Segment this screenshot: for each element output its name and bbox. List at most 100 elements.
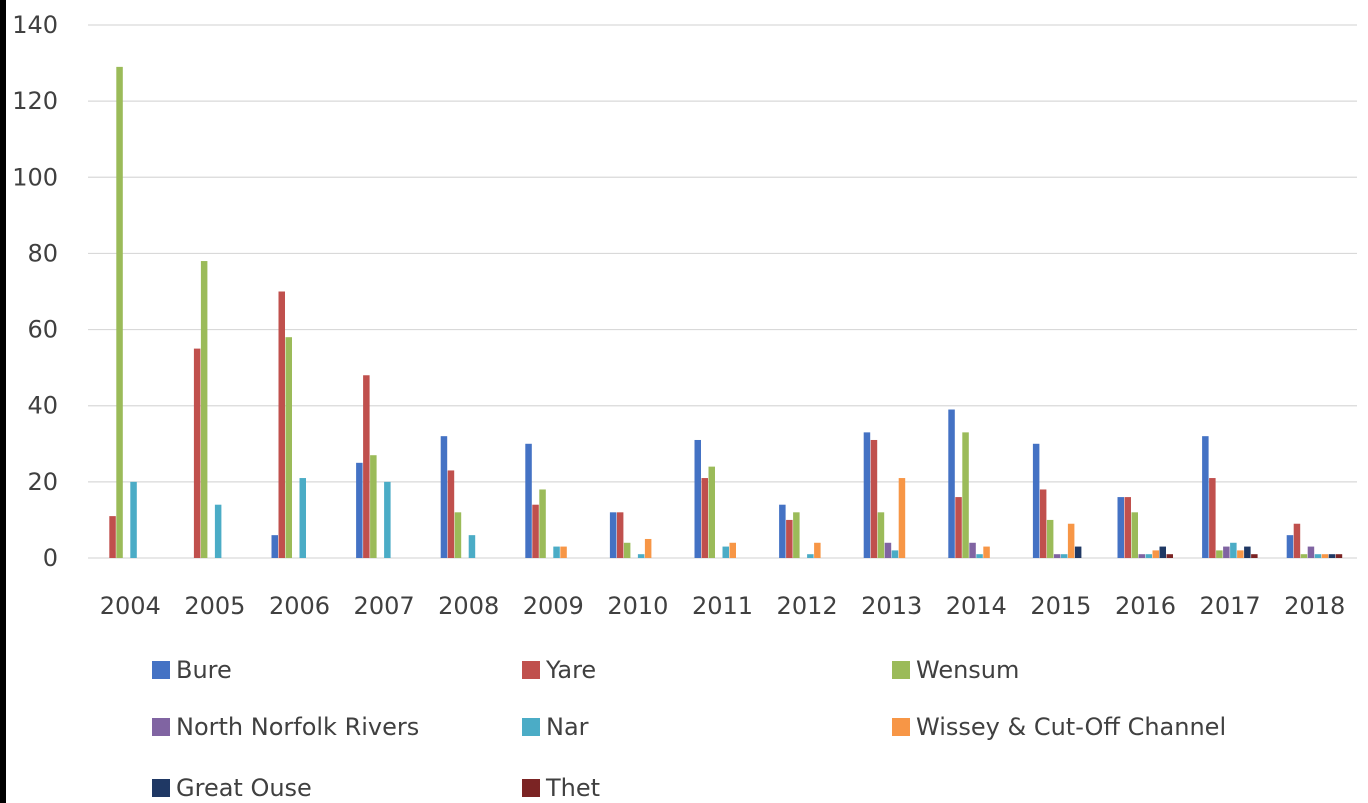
x-axis-ticks: 2004 2005 2006 2007 2008 2009 2010 2011 2012 2013…: [100, 592, 1345, 620]
bar: [1067, 523, 1075, 558]
bar: [870, 439, 878, 558]
bar: [722, 546, 729, 558]
x-tick-label: 2018: [1284, 592, 1345, 620]
bar: [1300, 554, 1308, 558]
legend-swatch: [892, 661, 910, 679]
bar: [200, 261, 208, 558]
bar: [1223, 546, 1230, 558]
legend-swatch: [892, 718, 910, 736]
y-tick-label: 120: [12, 87, 58, 115]
bar: [299, 478, 306, 558]
legend-label: Great Ouse: [176, 774, 312, 802]
x-tick-label: 2016: [1115, 592, 1176, 620]
bar: [898, 478, 906, 558]
bar: [440, 436, 448, 558]
gridlines: [88, 24, 1357, 559]
bar: [863, 432, 871, 558]
legend-label: Nar: [546, 713, 589, 741]
bar: [1230, 542, 1237, 558]
legend-swatch: [152, 718, 170, 736]
bar: [532, 504, 539, 558]
bar: [644, 538, 652, 558]
bar: [976, 554, 983, 558]
legend-label: Wissey & Cut-Off Channel: [916, 713, 1226, 741]
bar: [786, 519, 793, 558]
bar: [1314, 554, 1322, 558]
x-tick-label: 2012: [777, 592, 838, 620]
x-tick-label: 2004: [100, 592, 161, 620]
bar: [884, 542, 892, 558]
bar: [948, 409, 955, 558]
y-tick-label: 60: [27, 316, 58, 344]
x-tick-label: 2015: [1030, 592, 1091, 620]
bar: [1039, 489, 1047, 558]
legend-label: Thet: [545, 774, 600, 802]
bar: [1286, 535, 1294, 558]
bar: [1138, 554, 1145, 558]
x-tick-label: 2008: [438, 592, 499, 620]
bar: [1209, 478, 1216, 558]
bar: [891, 550, 899, 558]
x-tick-label: 2009: [523, 592, 584, 620]
y-tick-label: 20: [27, 468, 58, 496]
bar: [1335, 554, 1343, 558]
bar: [525, 443, 532, 558]
bar: [694, 439, 701, 558]
bar: [793, 512, 800, 558]
bar: [130, 481, 137, 558]
bar: [553, 546, 560, 558]
bar: [1293, 523, 1301, 558]
bar: [193, 348, 201, 558]
bar: [363, 375, 370, 558]
bar: [1216, 550, 1223, 558]
legend-label: Yare: [545, 656, 596, 684]
bar: [609, 512, 617, 558]
bar: [539, 489, 546, 558]
legend: Bure Yare Wensum North Norfolk Rivers Nar Wis…: [152, 656, 1226, 802]
bar: [468, 535, 476, 558]
x-tick-label: 2010: [607, 592, 668, 620]
bar: [1145, 554, 1152, 558]
bar: [962, 432, 969, 558]
bar: [384, 481, 391, 558]
y-tick-label: 80: [27, 239, 58, 267]
bar: [779, 504, 786, 558]
legend-label: Wensum: [916, 656, 1019, 684]
bars: [109, 66, 1343, 558]
bar: [1046, 519, 1054, 558]
bar: [637, 554, 645, 558]
bar: [969, 542, 976, 558]
bar: [560, 546, 567, 558]
bar: [1244, 546, 1251, 558]
bar: [214, 504, 222, 558]
bar: [1032, 443, 1040, 558]
y-tick-label: 140: [12, 11, 58, 39]
bar: [271, 535, 278, 558]
y-tick-label: 40: [27, 392, 58, 420]
legend-label: North Norfolk Rivers: [176, 713, 419, 741]
bar: [1237, 550, 1244, 558]
legend-label: Bure: [176, 656, 232, 684]
bar: [877, 512, 885, 558]
bar: [1060, 554, 1068, 558]
y-axis-ticks: 0 20 40 60 80 100 120 140: [12, 11, 58, 572]
bar: [623, 542, 631, 558]
bar: [1152, 550, 1159, 558]
bar: [116, 66, 123, 558]
legend-swatch: [522, 661, 540, 679]
bar: [109, 516, 116, 558]
bar: [454, 512, 462, 558]
bar: [729, 542, 736, 558]
legend-swatch: [522, 718, 540, 736]
bar: [1053, 554, 1061, 558]
x-tick-label: 2014: [946, 592, 1007, 620]
x-tick-label: 2011: [692, 592, 753, 620]
bar: [1074, 546, 1082, 558]
legend-swatch: [152, 779, 170, 797]
x-tick-label: 2006: [269, 592, 330, 620]
x-tick-label: 2013: [861, 592, 922, 620]
x-tick-label: 2005: [184, 592, 245, 620]
bar: [701, 478, 708, 558]
left-frame-border: [0, 0, 6, 803]
